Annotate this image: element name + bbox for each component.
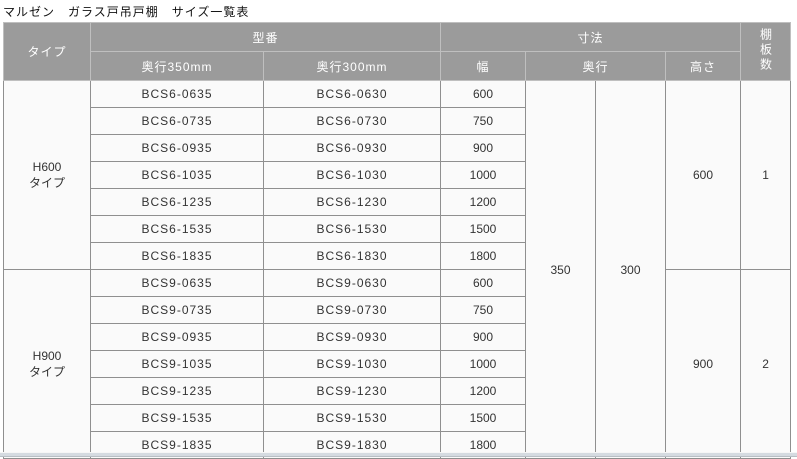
table-row: H900 タイプ BCS9-0635 BCS9-0630 600 900 2 bbox=[3, 269, 792, 459]
model-300-cell: BCS9-0730 bbox=[262, 296, 442, 324]
model-300-cell: BCS6-1230 bbox=[262, 188, 442, 216]
model-300-cell: BCS9-1030 bbox=[262, 350, 442, 378]
width-cell: 1000 bbox=[440, 350, 527, 378]
depth-350-value-cell: 350 bbox=[525, 80, 597, 459]
model-350-cell: BCS6-1035 bbox=[90, 161, 264, 189]
width-cell: 1500 bbox=[440, 215, 527, 243]
table-row: BCS9-1035 BCS9-1030 1000 bbox=[4, 350, 791, 378]
model-350-cell: BCS6-0635 bbox=[90, 80, 264, 108]
depth-300-value-cell: 300 bbox=[595, 80, 667, 459]
header-width: 幅 bbox=[440, 51, 527, 81]
width-cell: 900 bbox=[440, 134, 527, 162]
model-300-cell: BCS6-1530 bbox=[262, 215, 442, 243]
table-row: BCS9-0735 BCS9-0730 750 bbox=[4, 296, 791, 324]
page-title: マルゼン ガラス戸吊戸棚 サイズ一覧表 bbox=[3, 5, 250, 19]
model-300-cell: BCS6-0630 bbox=[262, 80, 442, 108]
header-type: タイプ bbox=[3, 22, 91, 81]
table-row: BCS9-1535 BCS9-1530 1500 bbox=[4, 404, 791, 432]
header-depth-300: 奥行300mm bbox=[262, 51, 442, 81]
header-row-2: 奥行350mm 奥行300mm 幅 奥行 高さ bbox=[4, 51, 791, 81]
shelf-count-vertical-label: 棚板数 bbox=[758, 27, 773, 73]
shelf-count-cell: 1 bbox=[740, 80, 792, 270]
model-350-cell: BCS9-1535 bbox=[90, 404, 264, 432]
model-300-cell: BCS6-0730 bbox=[262, 107, 442, 135]
width-cell: 900 bbox=[440, 323, 527, 351]
model-350-cell: BCS9-0935 bbox=[90, 323, 264, 351]
width-cell: 600 bbox=[440, 269, 527, 297]
table-row: BCS6-0935 BCS6-0930 900 bbox=[4, 134, 791, 162]
bottom-window-edge bbox=[0, 452, 797, 457]
model-350-cell: BCS6-0935 bbox=[90, 134, 264, 162]
table-row: H600 タイプ BCS6-0635 BCS6-0630 600 350 300… bbox=[3, 80, 792, 459]
type-label-line2: タイプ bbox=[28, 365, 65, 379]
width-cell: 1000 bbox=[440, 161, 527, 189]
type-label-line2: タイプ bbox=[28, 176, 65, 190]
header-depth-350: 奥行350mm bbox=[90, 51, 264, 81]
width-cell: 1200 bbox=[440, 188, 527, 216]
model-350-cell: BCS9-1035 bbox=[90, 350, 264, 378]
table-row: BCS6-1035 BCS6-1030 1000 bbox=[4, 161, 791, 189]
model-350-cell: BCS6-0735 bbox=[90, 107, 264, 135]
model-300-cell: BCS9-1230 bbox=[262, 377, 442, 405]
model-300-cell: BCS9-0630 bbox=[262, 269, 442, 297]
model-300-cell: BCS6-1030 bbox=[262, 161, 442, 189]
model-350-cell: BCS6-1835 bbox=[90, 242, 264, 270]
width-cell: 750 bbox=[440, 296, 527, 324]
width-cell: 1800 bbox=[440, 242, 527, 270]
model-350-cell: BCS9-0735 bbox=[90, 296, 264, 324]
width-cell: 1200 bbox=[440, 377, 527, 405]
model-300-cell: BCS9-1530 bbox=[262, 404, 442, 432]
header-shelf-count: 棚板数 bbox=[740, 22, 792, 81]
header-height: 高さ bbox=[665, 51, 742, 81]
table-row: BCS6-1235 BCS6-1230 1200 bbox=[4, 188, 791, 216]
header-dimensions-group: 寸法 bbox=[440, 22, 742, 52]
header-model-group: 型番 bbox=[89, 22, 442, 52]
height-value-cell: 900 bbox=[665, 269, 742, 459]
header-depth: 奥行 bbox=[525, 51, 667, 81]
type-label-line1: H600 bbox=[32, 159, 62, 174]
model-300-cell: BCS9-0930 bbox=[262, 323, 442, 351]
type-label-line1: H900 bbox=[32, 348, 62, 363]
type-cell-h600: H600 タイプ bbox=[3, 80, 91, 270]
type-cell-h900: H900 タイプ bbox=[3, 269, 91, 459]
model-350-cell: BCS9-1235 bbox=[90, 377, 264, 405]
shelf-count-cell: 2 bbox=[740, 269, 792, 459]
table-row: BCS6-1535 BCS6-1530 1500 bbox=[4, 215, 791, 243]
table-row: BCS9-0935 BCS9-0930 900 bbox=[4, 323, 791, 351]
table-row: BCS6-0735 BCS6-0730 750 bbox=[4, 107, 791, 135]
model-350-cell: BCS6-1235 bbox=[90, 188, 264, 216]
model-300-cell: BCS6-0930 bbox=[262, 134, 442, 162]
width-cell: 1500 bbox=[440, 404, 527, 432]
size-table: タイプ 型番 寸法 棚板数 奥行350mm 奥行300mm 幅 奥行 高さ H6… bbox=[3, 22, 792, 459]
model-300-cell: BCS6-1830 bbox=[262, 242, 442, 270]
height-value-cell: 600 bbox=[665, 80, 742, 270]
model-350-cell: BCS6-1535 bbox=[90, 215, 264, 243]
width-cell: 600 bbox=[440, 80, 527, 108]
width-cell: 750 bbox=[440, 107, 527, 135]
header-row-1: タイプ 型番 寸法 棚板数 bbox=[3, 22, 792, 81]
model-350-cell: BCS9-0635 bbox=[90, 269, 264, 297]
